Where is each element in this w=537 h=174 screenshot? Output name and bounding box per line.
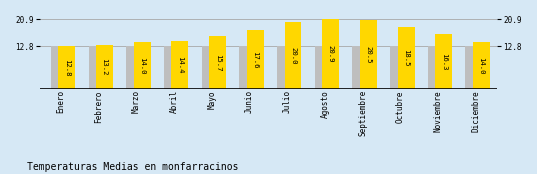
Text: 16.3: 16.3 [441, 53, 447, 70]
Bar [397, 27, 415, 89]
Bar [285, 22, 301, 89]
Bar [390, 46, 400, 89]
Bar [126, 46, 136, 89]
Bar [134, 42, 151, 89]
Bar [352, 46, 362, 89]
Text: 17.6: 17.6 [252, 51, 258, 68]
Bar [360, 20, 377, 89]
Text: 14.0: 14.0 [139, 57, 145, 74]
Bar [96, 45, 113, 89]
Bar [277, 46, 286, 89]
Text: 15.7: 15.7 [215, 54, 221, 71]
Text: Temperaturas Medias en monfarracinos: Temperaturas Medias en monfarracinos [27, 162, 238, 172]
Text: 14.4: 14.4 [177, 56, 183, 73]
Bar [436, 34, 452, 89]
Text: 18.5: 18.5 [403, 49, 409, 67]
Bar [322, 19, 339, 89]
Text: 20.0: 20.0 [290, 47, 296, 64]
Bar [466, 46, 475, 89]
Bar [315, 46, 324, 89]
Text: 13.2: 13.2 [101, 58, 107, 76]
Bar [59, 46, 75, 89]
Bar [240, 46, 249, 89]
Text: 20.5: 20.5 [365, 46, 372, 63]
Text: 14.0: 14.0 [478, 57, 484, 74]
Bar [89, 46, 98, 89]
Bar [201, 46, 211, 89]
Text: 20.9: 20.9 [328, 45, 333, 63]
Bar [209, 36, 226, 89]
Bar [247, 30, 264, 89]
Bar [171, 41, 188, 89]
Bar [164, 46, 173, 89]
Bar [51, 46, 60, 89]
Bar [473, 42, 490, 89]
Bar [428, 46, 437, 89]
Text: 12.8: 12.8 [64, 59, 70, 76]
